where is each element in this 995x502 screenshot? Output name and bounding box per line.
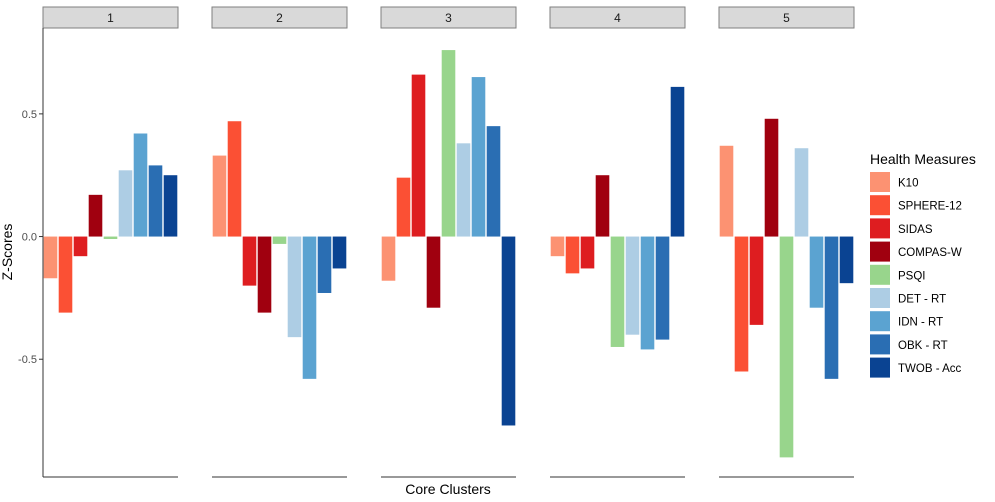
legend-label: TWOB - Acc: [898, 363, 962, 375]
facet-panel: 3: [380, 6, 517, 478]
facet-strip: [549, 6, 686, 29]
bar: [655, 236, 670, 340]
bar: [809, 236, 824, 308]
bar: [133, 133, 148, 237]
bar: [719, 145, 734, 237]
bar: [486, 126, 501, 237]
legend-key: [870, 241, 890, 262]
bar: [625, 236, 640, 335]
facet-strip: [380, 6, 517, 29]
legend-label: IDN - RT: [898, 317, 943, 329]
facet-strip-label: 3: [445, 11, 452, 25]
bar: [317, 236, 332, 293]
y-tick-label: 0.0: [22, 232, 37, 244]
legend-key: [870, 334, 890, 355]
bar: [242, 236, 257, 286]
bar: [580, 236, 595, 269]
bar: [501, 236, 516, 426]
y-axis-title: Z-Scores: [0, 224, 15, 281]
bar: [272, 236, 287, 244]
legend-label: COMPAS-W: [898, 247, 962, 259]
bar: [426, 236, 441, 308]
bar: [839, 236, 854, 284]
legend-label: SPHERE-12: [898, 201, 962, 213]
bar: [43, 236, 58, 279]
bar: [58, 236, 73, 313]
facet-strip-label: 2: [276, 11, 283, 25]
bar: [257, 236, 272, 313]
bar: [332, 236, 347, 269]
legend-key: [870, 218, 890, 239]
y-tick-label: 0.5: [22, 109, 37, 121]
facet-strip: [42, 6, 179, 29]
facet-strip: [211, 6, 348, 29]
facet-panels: 1 2 3 4 5: [42, 6, 855, 478]
bar: [764, 118, 779, 237]
facet-panel: 1: [42, 6, 179, 478]
facet-strip: [718, 6, 855, 29]
bar: [148, 165, 163, 237]
legend-key: [870, 288, 890, 308]
bar: [227, 121, 242, 237]
facet-panel: 2: [211, 6, 348, 478]
facet-strip-label: 1: [107, 11, 114, 25]
facet-panel: 4: [549, 6, 686, 478]
bar: [610, 236, 625, 347]
y-tick-label: -0.5: [18, 354, 37, 366]
bar: [794, 148, 809, 237]
bar: [456, 143, 471, 237]
bar: [779, 236, 794, 458]
bar: [595, 175, 610, 237]
bar: [670, 86, 685, 237]
legend-title: Health Measures: [870, 151, 976, 167]
y-axis: 0.5 0.0 -0.5: [18, 28, 44, 477]
legend-label: DET - RT: [898, 294, 946, 306]
legend-key: [870, 195, 890, 216]
bar: [471, 77, 486, 237]
bar: [441, 50, 456, 237]
bar: [640, 236, 655, 350]
bar: [88, 194, 103, 237]
legend: Health Measures K10 SPHERE-12 SIDAS COMPAS-…: [870, 151, 976, 378]
bar: [381, 236, 396, 281]
facet-panel: 5: [718, 6, 855, 478]
legend-key: [870, 172, 890, 192]
bar: [212, 155, 227, 237]
legend-key: [870, 311, 890, 332]
legend-key: [870, 357, 890, 378]
bar: [73, 236, 88, 257]
bar: [565, 236, 580, 274]
legend-label: SIDAS: [898, 224, 933, 236]
x-axis-title: Core Clusters: [405, 481, 491, 497]
legend-key: [870, 264, 890, 285]
bar: [396, 177, 411, 237]
legend-label: OBK - RT: [898, 340, 948, 352]
bar: [749, 236, 764, 325]
bar: [302, 236, 317, 379]
bar: [550, 236, 565, 257]
bar: [103, 236, 118, 240]
bar: [734, 236, 749, 372]
bar: [118, 170, 133, 237]
legend-label: K10: [898, 178, 918, 190]
bar: [411, 74, 426, 237]
facet-strip-label: 4: [614, 11, 621, 25]
bar: [287, 236, 302, 338]
bar: [163, 175, 178, 237]
bar: [824, 236, 839, 379]
facet-strip-label: 5: [783, 11, 790, 25]
legend-label: PSQI: [898, 270, 925, 282]
